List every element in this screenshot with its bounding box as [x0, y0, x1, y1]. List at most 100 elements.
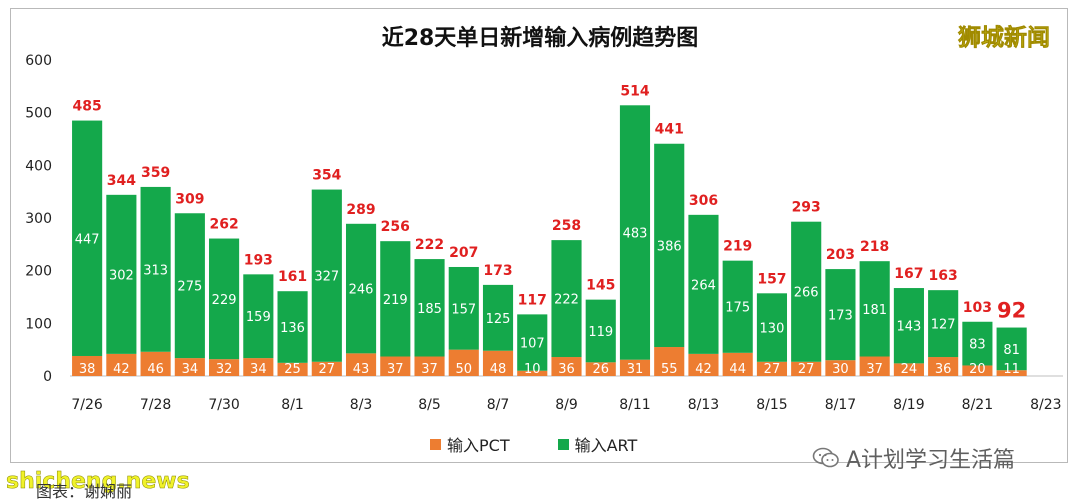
wechat-account-name: A计划学习生活篇 [846, 448, 1016, 473]
y-tick-label: 400 [25, 158, 52, 174]
x-tick-label: 8/1 [281, 397, 304, 413]
data-label-total: 289 [346, 202, 375, 218]
data-label-total: 203 [826, 247, 855, 263]
data-label-art: 175 [725, 301, 750, 316]
bar-pct [345, 353, 377, 376]
data-label-art: 119 [588, 325, 613, 340]
x-tick-label: 8/23 [1030, 397, 1061, 413]
data-label-art: 130 [760, 322, 785, 337]
data-label-total: 103 [963, 300, 992, 316]
data-label-total: 485 [73, 99, 102, 115]
bar-art [106, 194, 137, 354]
data-label-total: 145 [586, 278, 615, 294]
data-label-art: 181 [862, 303, 887, 318]
bar-art [140, 186, 171, 352]
data-label-pct: 43 [353, 362, 370, 377]
bar-pct [448, 349, 479, 376]
x-tick-label: 8/15 [756, 397, 787, 413]
data-label-art: 302 [109, 268, 134, 283]
data-label-total: 441 [655, 122, 684, 138]
bar-art [414, 259, 445, 357]
brand-logo-text: 狮城新闻 [958, 25, 1051, 52]
x-tick-label: 8/7 [487, 397, 510, 413]
bar-art [551, 240, 582, 358]
bar-pct [482, 350, 514, 376]
legend-swatch-pct [430, 438, 441, 450]
data-label-total: 514 [620, 83, 649, 99]
bar-pct [996, 370, 1027, 376]
bar-art [893, 288, 924, 364]
data-label-art: 159 [246, 310, 271, 325]
data-label-pct: 37 [421, 362, 438, 377]
bar-art [380, 241, 411, 357]
data-label-total: 157 [757, 271, 786, 287]
data-label-total: 193 [244, 252, 273, 268]
data-label-art: 447 [75, 232, 100, 247]
y-tick-label: 200 [25, 264, 52, 280]
bar-pct [140, 351, 171, 376]
data-label-pct: 50 [456, 362, 473, 377]
y-tick-label: 0 [43, 369, 52, 385]
data-label-total: 117 [518, 292, 547, 308]
data-label-art: 83 [969, 338, 986, 353]
bar-pct [722, 352, 753, 376]
data-label-pct: 27 [798, 362, 815, 377]
bar-pct [962, 365, 993, 376]
bar-art [722, 260, 753, 353]
data-label-total: 293 [792, 200, 821, 216]
data-label-pct: 27 [319, 362, 336, 377]
bar-pct [825, 360, 856, 376]
bar-pct [893, 363, 924, 376]
data-label-total: 222 [415, 237, 444, 253]
data-label-pct: 42 [113, 362, 130, 377]
bar-pct [585, 362, 616, 376]
bar-pct [277, 362, 308, 376]
data-label-total: 218 [860, 239, 889, 255]
data-label-art: 173 [828, 309, 853, 324]
data-label-total: 163 [929, 268, 958, 284]
chart-title: 近28天单日新增输入病例趋势图 [381, 26, 699, 51]
chart-legend: 输入PCT 输入ART [430, 432, 637, 456]
bar-art [859, 261, 890, 357]
bar-art [756, 293, 788, 362]
wechat-watermark: A计划学习生活篇 [812, 442, 1015, 474]
data-label-art: 386 [657, 239, 682, 254]
data-label-total: 258 [552, 218, 581, 234]
legend-label-pct: 输入PCT [447, 436, 510, 455]
data-label-pct: 34 [250, 362, 267, 377]
legend-swatch-art [557, 438, 569, 450]
data-label-art: 229 [212, 293, 237, 308]
data-label-art: 143 [896, 320, 921, 335]
bar-pct [517, 370, 548, 376]
data-label-art: 81 [1003, 343, 1020, 358]
bar-pct [209, 359, 240, 376]
data-label-total: 161 [278, 269, 307, 285]
bar-pct [619, 359, 651, 376]
data-label-art: 222 [554, 293, 579, 308]
data-label-pct: 55 [661, 362, 678, 377]
data-label-total: 344 [107, 173, 136, 189]
bar-art [996, 327, 1027, 371]
data-label-pct: 26 [592, 362, 609, 377]
bar-pct [791, 361, 822, 376]
data-label-total: 306 [689, 193, 718, 209]
data-label-art: 219 [383, 293, 408, 308]
data-label-pct: 42 [695, 362, 712, 377]
x-tick-label: 8/5 [418, 397, 441, 413]
bar-art [311, 189, 342, 362]
data-label-pct: 37 [866, 362, 883, 377]
bar-art [791, 221, 822, 362]
bar-pct [859, 356, 890, 376]
bar-art [72, 120, 103, 356]
data-label-pct: 46 [147, 362, 164, 377]
chart-caption: 图表：谢娴丽 [36, 482, 133, 501]
data-label-pct: 10 [524, 362, 541, 377]
x-tick-label: 8/9 [555, 397, 578, 413]
bar-pct [311, 361, 342, 376]
data-label-pct: 32 [216, 362, 233, 377]
data-label-total: 256 [381, 219, 410, 235]
x-tick-label: 7/28 [140, 397, 171, 413]
bar-pct [928, 357, 959, 376]
bar-art [825, 269, 856, 361]
bar-art [654, 143, 685, 348]
